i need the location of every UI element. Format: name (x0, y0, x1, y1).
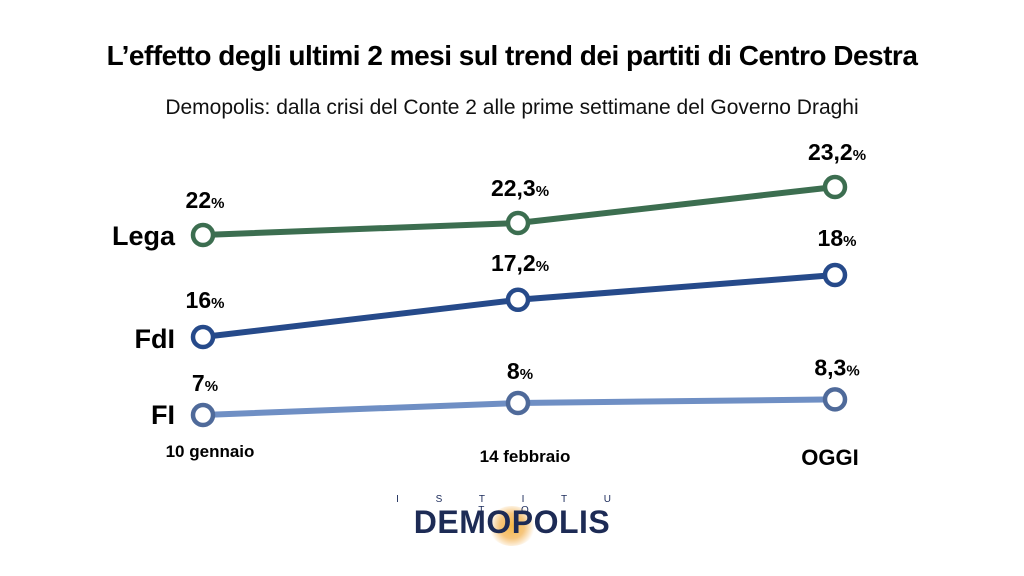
series-label-fdi: FdI (135, 324, 176, 354)
chart-subtitle: Demopolis: dalla crisi del Conte 2 alle … (165, 96, 859, 119)
logo-glow (488, 506, 536, 546)
x-tick-label-1: 10 gennaio (166, 442, 255, 461)
data-label-lega-1: 22% (186, 187, 225, 213)
data-point-lega-3 (822, 174, 848, 200)
data-label-fi-3: 8,3% (814, 354, 859, 380)
demopolis-logo: I S T I T U T O DEMOPOLIS (380, 494, 644, 546)
data-label-fi-2: 8% (507, 358, 533, 384)
data-point-fi-2 (505, 390, 531, 416)
data-point-fdi-2 (505, 287, 531, 313)
data-label-lega-3: 23,2% (808, 139, 866, 165)
data-label-fi-1: 7% (192, 370, 218, 396)
logo-top-text: I S T I T U T O (396, 494, 628, 516)
data-label-fdi-3: 18% (818, 225, 857, 251)
data-point-fi-1 (190, 402, 216, 428)
series-label-fi: FI (151, 400, 175, 430)
data-point-fdi-3 (822, 262, 848, 288)
data-point-lega-1 (190, 222, 216, 248)
chart-title: L’effetto degli ultimi 2 mesi sul trend … (106, 40, 918, 71)
data-point-fi-3 (822, 387, 848, 412)
data-point-fdi-1 (190, 324, 216, 350)
series-label-lega: Lega (112, 221, 176, 251)
data-label-fdi-2: 17,2% (491, 250, 549, 276)
data-label-lega-2: 22,3% (491, 175, 549, 201)
data-label-fdi-1: 16% (186, 287, 225, 313)
logo-name: DEMOPOLIS (413, 504, 611, 540)
x-tick-label-2: 14 febbraio (480, 447, 571, 466)
data-point-lega-2 (505, 210, 531, 236)
x-tick-label-3: OGGI (801, 445, 858, 470)
